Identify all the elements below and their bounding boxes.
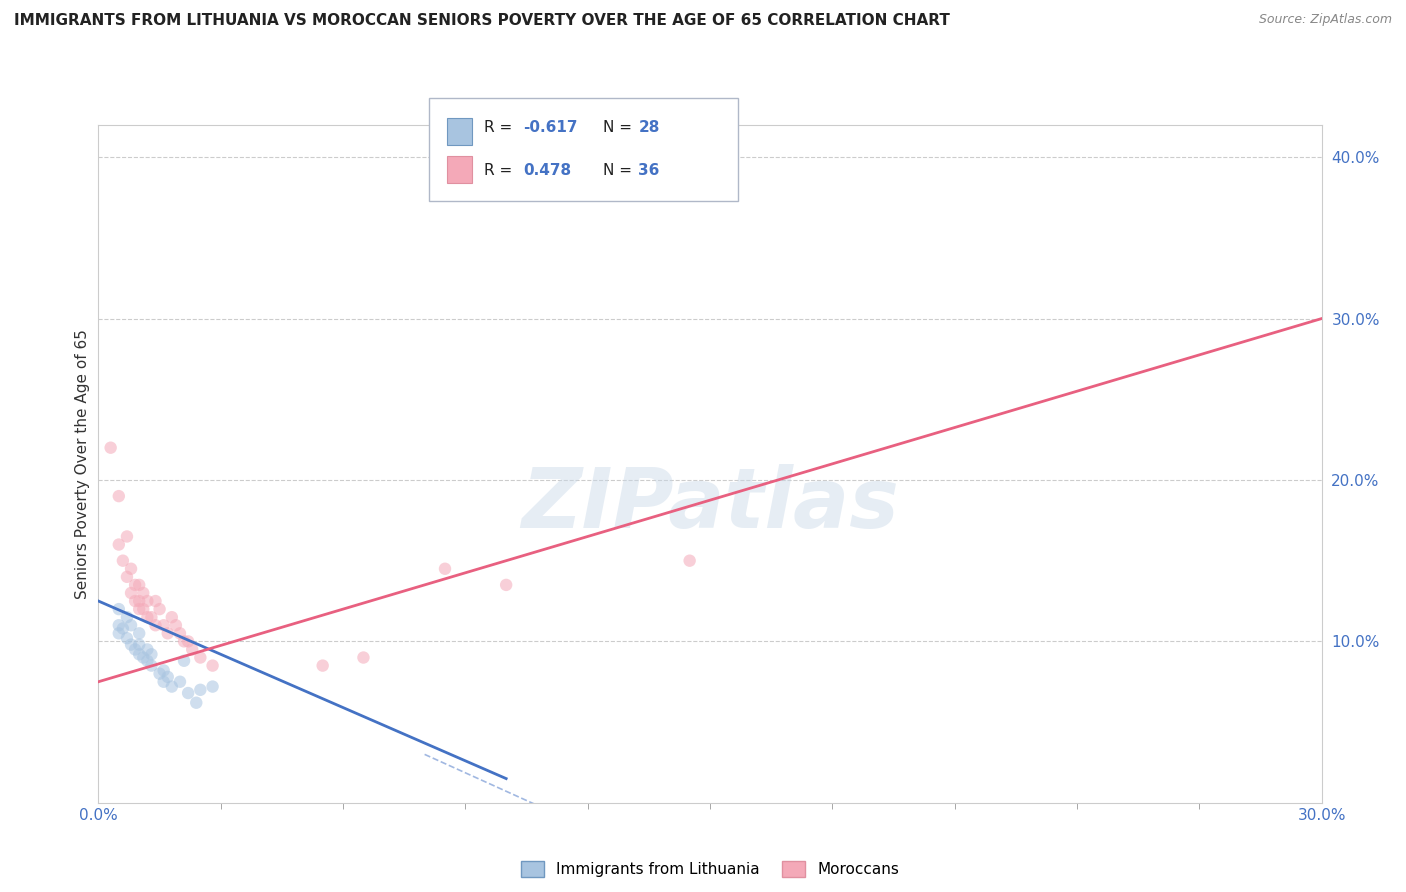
Point [312,658,335,673]
Point [160,680,183,694]
Point [152,674,174,689]
Text: N =: N = [603,163,637,178]
Point [120,586,142,600]
Point [124,594,146,608]
Point [115,570,138,584]
Point [169,626,191,640]
Point [128,648,150,662]
Point [173,634,195,648]
Point [124,642,146,657]
Point [433,562,456,576]
Y-axis label: Seniors Poverty Over the Age of 65: Seniors Poverty Over the Age of 65 [75,329,90,599]
Point [136,654,159,668]
Point [141,610,163,624]
Point [128,578,150,592]
Text: 36: 36 [638,163,659,178]
Point [145,618,167,632]
Point [120,618,142,632]
Point [132,602,155,616]
Point [124,578,146,592]
Text: IMMIGRANTS FROM LITHUANIA VS MOROCCAN SENIORS POVERTY OVER THE AGE OF 65 CORRELA: IMMIGRANTS FROM LITHUANIA VS MOROCCAN SE… [14,13,950,29]
Point [136,642,159,657]
Point [201,680,224,694]
Point [128,626,150,640]
Text: R =: R = [484,163,522,178]
Point [115,529,138,543]
Point [149,666,172,681]
Text: ZIPatlas: ZIPatlas [522,464,898,545]
Point [186,696,208,710]
Point [181,642,204,657]
Point [132,650,155,665]
Point [141,648,163,662]
Point [188,650,212,665]
Point [152,618,174,632]
Point [115,631,138,645]
Text: -0.617: -0.617 [523,120,578,136]
Text: 28: 28 [638,120,659,136]
Point [136,594,159,608]
Point [156,670,179,684]
Point [115,610,138,624]
Point [128,594,150,608]
Point [177,634,200,648]
Text: Source: ZipAtlas.com: Source: ZipAtlas.com [1258,13,1392,27]
Point [177,686,200,700]
Point [152,664,174,678]
Point [352,650,374,665]
Point [100,441,122,455]
Point [108,618,131,632]
Point [111,554,134,568]
Point [108,489,131,503]
Point [120,562,142,576]
Point [149,602,172,616]
Point [111,622,134,636]
Point [132,586,155,600]
Point [165,618,187,632]
Point [145,594,167,608]
Point [136,610,159,624]
Point [495,578,517,592]
Text: R =: R = [484,120,517,136]
Point [679,554,702,568]
Point [120,638,142,652]
Text: 0.478: 0.478 [523,163,571,178]
Point [173,654,195,668]
Point [160,610,183,624]
Point [169,674,191,689]
Legend: Immigrants from Lithuania, Moroccans: Immigrants from Lithuania, Moroccans [515,855,905,883]
Point [188,682,212,697]
Point [108,537,131,551]
Text: N =: N = [603,120,637,136]
Point [128,602,150,616]
Point [141,658,163,673]
Point [128,638,150,652]
Point [108,602,131,616]
Point [156,626,179,640]
Point [108,626,131,640]
Point [201,658,224,673]
